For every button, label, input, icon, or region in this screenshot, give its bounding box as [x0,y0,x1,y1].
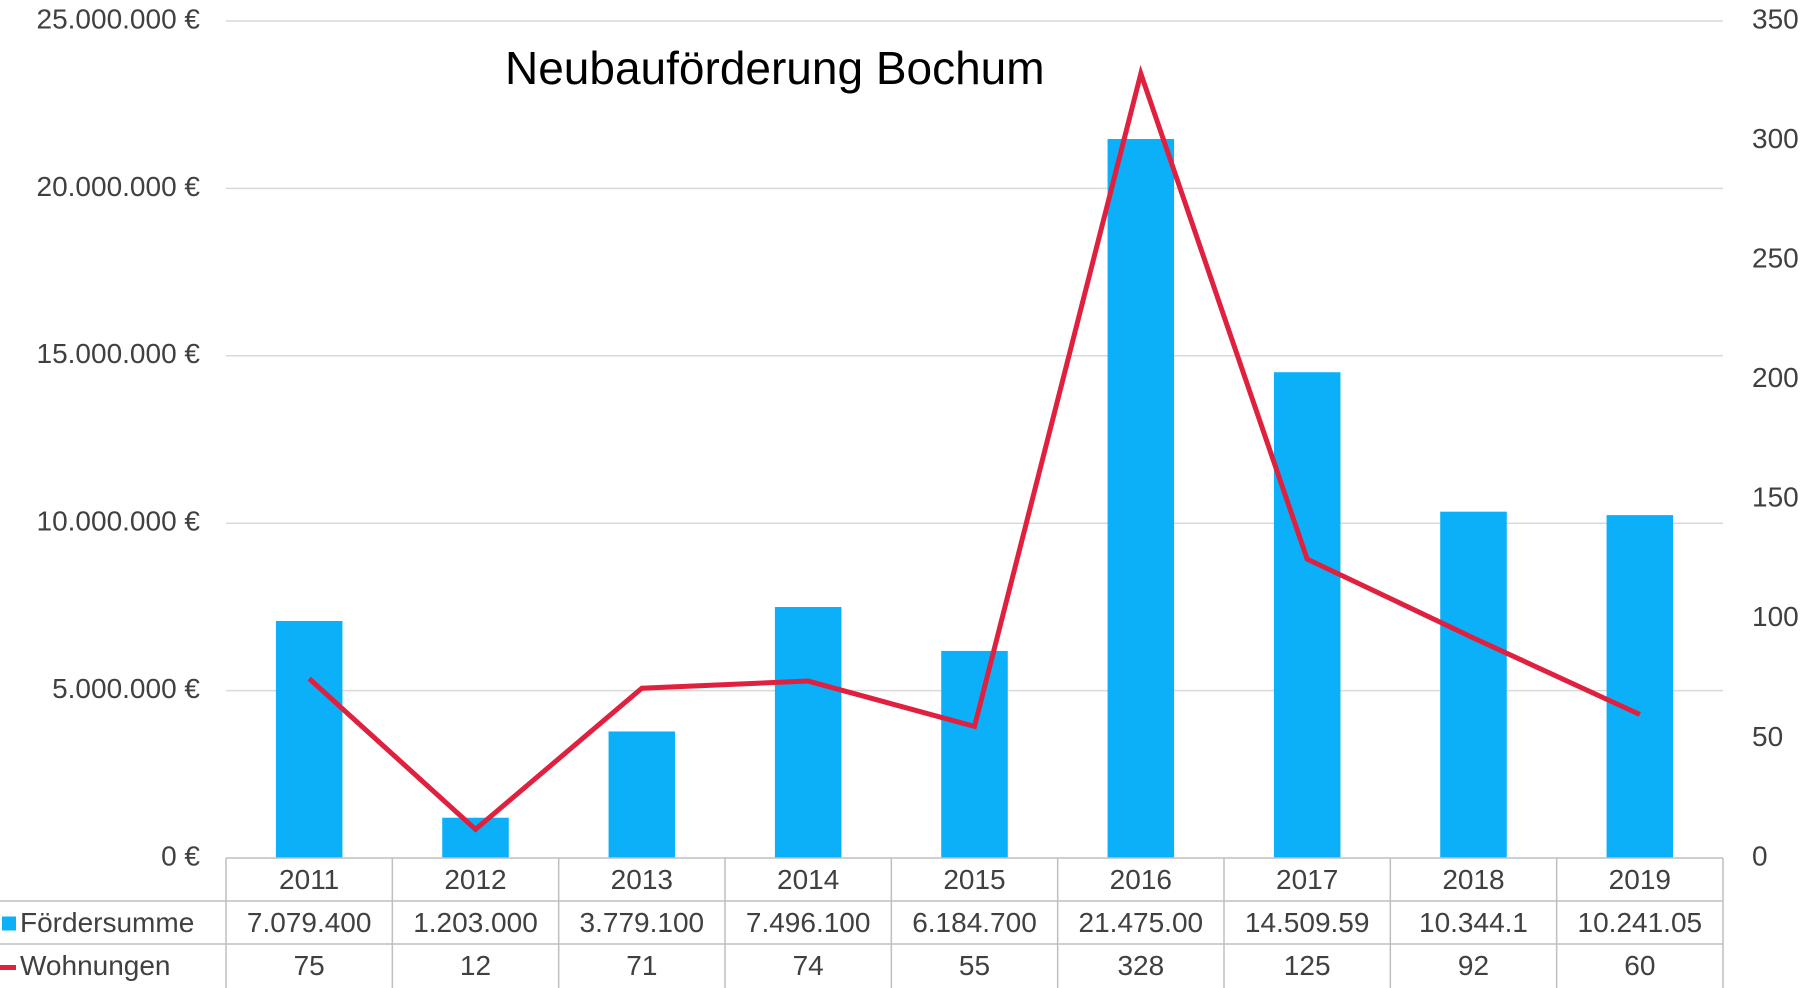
table-cell: 328 [1117,950,1164,981]
table-cell: 10.344.1 [1419,907,1528,938]
y-tick-label: 5.000.000 € [52,673,200,704]
x-tick-label: 2018 [1442,864,1504,895]
y2-tick-label: 300 [1752,123,1799,154]
x-tick-label: 2015 [943,864,1005,895]
y-tick-label: 10.000.000 € [37,506,201,537]
table-cell: 6.184.700 [912,907,1037,938]
table-cell: 7.079.400 [247,907,372,938]
y2-tick-label: 350 [1752,3,1799,34]
bar [608,731,676,858]
table-cell: 55 [959,950,990,981]
y-tick-label: 15.000.000 € [37,338,201,369]
bar [1273,372,1341,858]
table-cell: 14.509.59 [1245,907,1370,938]
bar [774,607,842,858]
legend-label: Wohnungen [20,950,171,981]
table-cell: 75 [294,950,325,981]
table-cell: 21.475.00 [1079,907,1204,938]
bar [1606,515,1674,858]
table-cell: 71 [626,950,657,981]
y-tick-label: 25.000.000 € [37,3,201,34]
bar [1440,511,1507,858]
x-tick-label: 2012 [444,864,506,895]
table-cell: 12 [460,950,491,981]
x-tick-label: 2017 [1276,864,1338,895]
y2-tick-label: 200 [1752,362,1799,393]
x-tick-label: 2014 [777,864,839,895]
table-cell: 74 [793,950,824,981]
table-cell: 3.779.100 [580,907,705,938]
table-cell: 125 [1284,950,1331,981]
x-tick-label: 2011 [279,864,339,895]
y2-tick-label: 100 [1752,601,1799,632]
y2-tick-label: 250 [1752,243,1799,274]
table-cell: 7.496.100 [746,907,871,938]
bar [941,650,1008,858]
table-cell: 92 [1458,950,1489,981]
y-tick-label: 20.000.000 € [37,171,201,202]
line [307,64,1641,833]
legend-label: Fördersumme [20,907,194,938]
x-tick-label: 2016 [1110,864,1172,895]
bar [1107,139,1175,859]
data-table: 2011 2012 2013 2014 2015 2016 2017 2018 2019 Förd… [0,857,1724,988]
bar [275,620,343,858]
table-cell: 1.203.000 [413,907,538,938]
table-cell: 60 [1624,950,1655,981]
y-tick-label: 0 € [161,840,200,871]
table-cell: 10.241.05 [1578,907,1703,938]
bar [442,817,509,858]
legend-key [2,916,16,931]
y2-tick-label: 50 [1752,721,1783,752]
y2-tick-label: 0 [1752,840,1768,871]
x-tick-label: 2013 [611,864,673,895]
chart-title: Neubauförderung Bochum [505,42,1045,94]
x-tick-label: 2019 [1609,864,1671,895]
y2-tick-label: 150 [1752,482,1799,513]
